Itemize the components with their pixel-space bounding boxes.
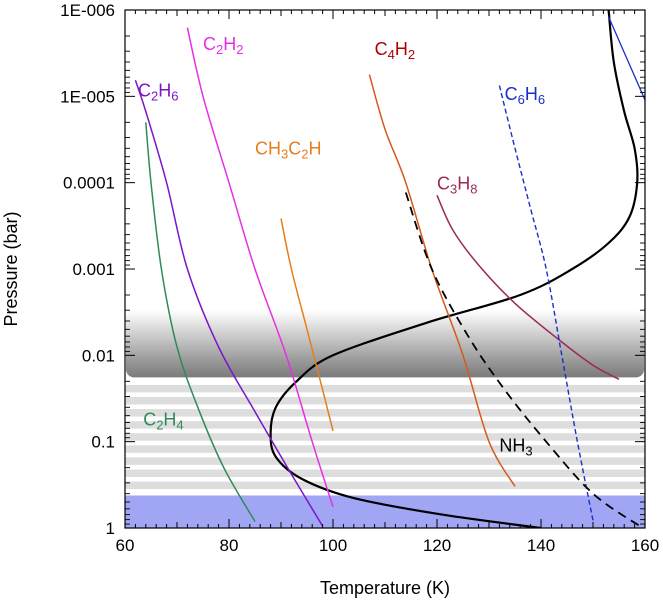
- series-label-ch3c2h: CH3C2H: [255, 138, 321, 161]
- series-label-c2h6: C2H6: [138, 80, 178, 103]
- haze-stripe: [125, 445, 645, 453]
- x-tick-label: 80: [220, 536, 239, 555]
- y-tick-label: 1: [106, 519, 115, 538]
- series-line-tp: [269, 10, 639, 528]
- y-tick-label: 1E-005: [60, 87, 115, 106]
- haze-stripe: [125, 481, 645, 490]
- series-layer: [134, 10, 645, 528]
- series-line-c6h6: [498, 85, 594, 521]
- series-label-c3h8: C3H8: [437, 174, 477, 197]
- series-label-c2h4: C2H4: [143, 410, 183, 433]
- x-tick-label: 160: [631, 536, 659, 555]
- x-tick-label: 120: [423, 536, 451, 555]
- x-axis-label: Temperature (K): [320, 578, 450, 598]
- haze-stripe: [125, 421, 645, 429]
- y-tick-label: 0.01: [82, 346, 115, 365]
- y-axis-label: Pressure (bar): [1, 211, 21, 326]
- labels-layer: C2H4 C2H6 C2H2 CH3C2H C4H2 C6H6 C3H8 NH3: [138, 34, 545, 458]
- x-tick-label: 100: [319, 536, 347, 555]
- haze-stripe: [125, 396, 645, 405]
- axes-layer: 60 80 100 120 140 160 1E-006 1E-005 0.0001 0.001 0…: [60, 1, 659, 555]
- y-tick-label: 1E-006: [60, 1, 115, 20]
- series-line-c3h8: [436, 194, 620, 381]
- series-line-nh3: [404, 192, 641, 527]
- series-label-c2h2: C2H2: [203, 34, 243, 57]
- haze-stripe: [125, 384, 645, 393]
- series-line-ch3c2h: [280, 218, 334, 432]
- background-layers: [125, 310, 645, 528]
- y-tick-label: 0.001: [72, 260, 115, 279]
- series-line-top_right_blue: [608, 16, 645, 101]
- series-label-nh3: NH3: [499, 436, 532, 459]
- series-line-c2h4: [145, 122, 256, 522]
- y-tick-label: 0.0001: [63, 174, 115, 193]
- haze-stripe: [125, 409, 645, 417]
- series-label-c6h6: C6H6: [505, 84, 545, 107]
- series-label-c4h2: C4H2: [375, 39, 415, 62]
- x-tick-label: 60: [116, 536, 135, 555]
- haze-stripe: [125, 457, 645, 465]
- series-line-c2h2: [186, 27, 334, 508]
- haze-stripe: [125, 433, 645, 441]
- cloud-band: [126, 310, 644, 378]
- x-tick-label: 140: [527, 536, 555, 555]
- y-tick-label: 0.1: [91, 433, 115, 452]
- haze-stripe: [125, 469, 645, 477]
- series-line-c2h6: [134, 79, 324, 527]
